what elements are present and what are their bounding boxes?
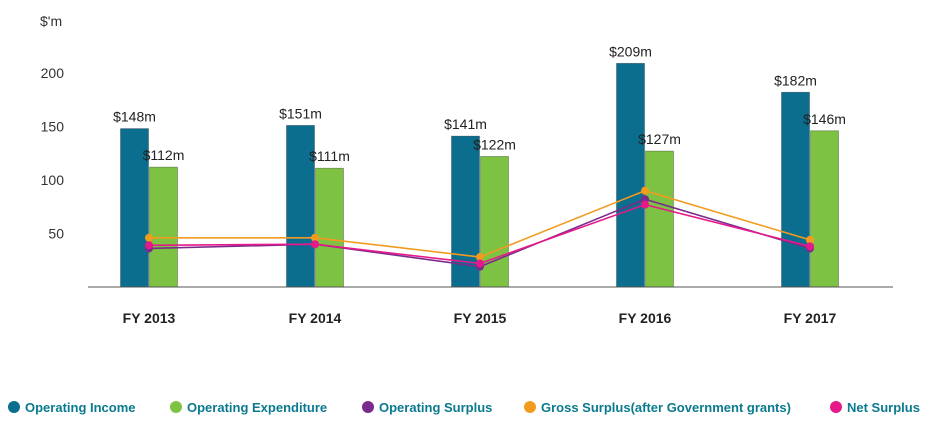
y-tick-label: 150 <box>41 119 65 135</box>
gross-surplus-point <box>641 186 649 195</box>
bar-value-label: $146m <box>803 111 846 127</box>
legend-label: Gross Surplus(after Government grants) <box>541 399 791 415</box>
legend-label: Operating Expenditure <box>187 399 328 415</box>
net-surplus-point <box>476 259 484 268</box>
legend-item-operating-surplus: Operating Surplus <box>362 397 492 417</box>
x-category-label: FY 2015 <box>454 310 507 326</box>
bar-value-label: $148m <box>113 109 156 125</box>
legend-label: Operating Income <box>25 399 136 415</box>
legend-swatch-icon <box>524 401 536 413</box>
bar-operating-income <box>616 62 645 288</box>
legend-swatch-icon <box>170 401 182 413</box>
legend-label: Net Surplus <box>847 399 920 415</box>
y-axis-ticks: 50 100 150 200 <box>41 65 65 242</box>
x-axis-categories: FY 2013 FY 2014 FY 2015 FY 2016 FY 2017 <box>123 310 837 326</box>
x-category-label: FY 2014 <box>289 310 342 326</box>
bar-value-label: $141m <box>444 116 487 132</box>
y-tick-label: 50 <box>48 226 64 242</box>
bar-operating-expenditure <box>810 130 839 288</box>
legend-swatch-icon <box>830 401 842 413</box>
legend-item-operating-income: Operating Income <box>8 397 136 417</box>
legend-label: Operating Surplus <box>379 399 493 415</box>
bar-operating-expenditure <box>149 166 178 288</box>
gross-surplus-point <box>476 253 484 262</box>
data-labels: $148m $151m $141m $209m $182m $112m $111m $122m… <box>113 43 846 164</box>
x-category-label: FY 2017 <box>784 310 837 326</box>
bars <box>120 62 839 288</box>
bar-operating-expenditure <box>480 156 509 288</box>
gross-surplus-point <box>806 235 814 244</box>
legend-item-gross-surplus: Gross Surplus(after Government grants) <box>524 397 791 417</box>
y-axis-unit-label: $'m <box>40 13 62 29</box>
bar-value-label: $151m <box>279 105 322 121</box>
y-tick-label: 200 <box>41 65 65 81</box>
bar-operating-expenditure <box>645 150 674 288</box>
net-surplus-point <box>311 240 319 249</box>
bar-value-label: $182m <box>774 72 817 88</box>
bar-value-label: $127m <box>638 131 681 147</box>
bar-operating-income <box>120 128 149 288</box>
net-surplus-point <box>145 241 153 250</box>
legend-item-net-surplus: Net Surplus <box>830 397 920 417</box>
bar-operating-expenditure <box>315 167 344 288</box>
legend-item-operating-expenditure: Operating Expenditure <box>170 397 327 417</box>
net-surplus-point <box>806 242 814 251</box>
bar-operating-income <box>286 125 315 288</box>
bar-value-label: $209m <box>609 43 652 59</box>
bar-value-label: $122m <box>473 136 516 152</box>
bar-value-label: $111m <box>309 148 350 164</box>
x-category-label: FY 2016 <box>619 310 672 326</box>
gross-surplus-point <box>311 233 319 242</box>
lines <box>145 186 814 271</box>
legend-swatch-icon <box>362 401 374 413</box>
x-category-label: FY 2013 <box>123 310 176 326</box>
gross-surplus-point <box>145 233 153 242</box>
net-surplus-point <box>641 200 649 209</box>
legend: Operating Income Operating Expenditure Ope… <box>8 397 923 417</box>
y-tick-label: 100 <box>41 172 65 188</box>
bar-value-label: $112m <box>143 147 185 163</box>
legend-swatch-icon <box>8 401 20 413</box>
bar-operating-income <box>451 135 480 288</box>
